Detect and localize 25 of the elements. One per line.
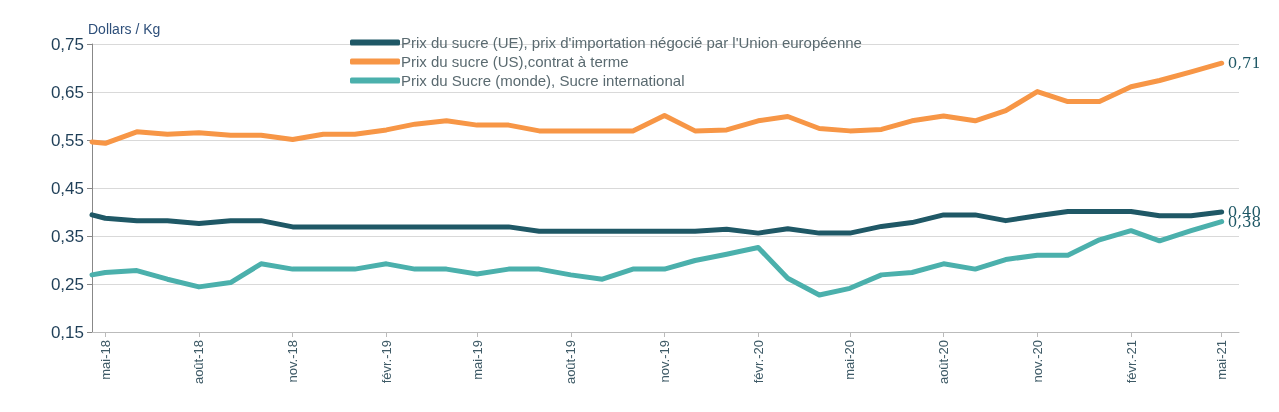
legend-label: Prix du sucre (US),contrat à terme <box>401 53 629 70</box>
x-tick-label: févr.-21 <box>1123 340 1139 384</box>
x-tick-label: févr.-19 <box>378 340 394 384</box>
x-tick-label: nov.-18 <box>285 340 301 383</box>
x-tick-label: mai-20 <box>842 340 858 380</box>
x-tick-label: mai-21 <box>1214 340 1230 380</box>
legend-label: Prix du sucre (UE), prix d'importation négocié par l'Union européenne <box>401 34 862 51</box>
data-label: 0,71 <box>1227 54 1262 73</box>
x-tick-label: févr.-20 <box>750 340 766 384</box>
y-tick-label: 0,75 <box>50 34 84 54</box>
y-tick-label: 0,15 <box>50 322 84 342</box>
y-axis-title: Dollars / Kg <box>88 20 161 37</box>
x-tick-label: nov.-20 <box>1029 340 1045 383</box>
x-tick-label: mai-18 <box>97 340 113 380</box>
y-tick-label: 0,35 <box>50 226 84 246</box>
x-tick-label: août-19 <box>563 340 579 385</box>
y-tick-label: 0,25 <box>50 274 84 294</box>
legend-label: Prix du Sucre (monde), Sucre international <box>401 72 685 89</box>
y-tick-label: 0,45 <box>50 178 84 198</box>
x-tick-label: mai-19 <box>469 340 485 380</box>
x-tick-label: août-18 <box>191 340 207 385</box>
x-tick-label: août-20 <box>936 340 952 385</box>
y-tick-label: 0,65 <box>50 82 84 102</box>
y-tick-label: 0,55 <box>50 130 84 150</box>
x-tick-label: nov.-19 <box>656 340 672 383</box>
